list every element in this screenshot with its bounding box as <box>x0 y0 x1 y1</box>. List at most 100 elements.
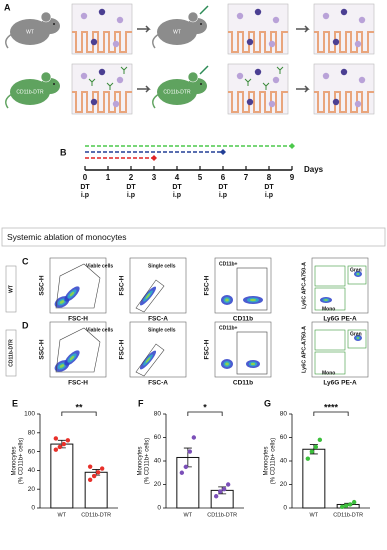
gate-label: Viable cells <box>86 327 113 333</box>
timeline-tick-label: 8 <box>267 173 272 182</box>
flow-xlabel: CD11b <box>233 380 253 387</box>
flow-density <box>250 362 256 366</box>
cell <box>254 68 262 76</box>
mouse-label: CD11b-DTR <box>16 89 44 95</box>
dt-label: DT <box>80 184 90 191</box>
panel-letter: F <box>138 398 144 408</box>
cell <box>112 100 120 108</box>
antibody <box>120 66 128 74</box>
cell <box>116 76 124 84</box>
mouse-tail <box>5 93 13 109</box>
data-point <box>191 435 197 440</box>
cell <box>90 38 98 46</box>
cell <box>80 12 88 20</box>
dt-label: i.p <box>265 192 273 199</box>
data-point <box>213 494 219 499</box>
mouse-ear <box>40 71 52 83</box>
y-tick-label: 80 <box>154 411 162 418</box>
mouse-tail <box>5 33 13 49</box>
gate <box>55 327 101 373</box>
data-point <box>217 489 223 494</box>
flow-xlabel: FSC-A <box>148 316 168 323</box>
flow-density <box>225 362 229 366</box>
timeline-tick-label: 2 <box>129 173 134 182</box>
flow-density <box>225 298 229 302</box>
panel-letter: B <box>60 147 67 157</box>
y-axis-label: Monocytes <box>264 446 270 475</box>
cell <box>322 72 330 80</box>
timeline-tick-label: 7 <box>244 173 249 182</box>
timeline-tick-label: 6 <box>221 173 226 182</box>
cell <box>354 100 362 108</box>
flow-density <box>69 291 75 297</box>
y-tick-label: 80 <box>280 411 288 418</box>
mouse-body <box>10 19 50 45</box>
significance-label: ** <box>75 402 83 412</box>
y-tick-label: 60 <box>28 448 36 455</box>
timeline-tick-label: 4 <box>175 173 180 182</box>
gate-label: CD11b+ <box>219 325 238 331</box>
data-point <box>347 502 353 507</box>
cell <box>272 16 280 24</box>
mouse-body <box>157 79 197 105</box>
gate <box>55 263 101 309</box>
y-tick-label: 80 <box>28 430 36 437</box>
data-point <box>187 449 193 454</box>
data-point <box>343 503 349 508</box>
gate-label: Single cells <box>148 263 176 269</box>
flow-density <box>250 298 256 302</box>
flow-xlabel: FSC-H <box>68 316 88 323</box>
y-tick-label: 20 <box>28 486 36 493</box>
villi <box>314 31 374 53</box>
cell <box>340 8 348 16</box>
mouse-ear <box>187 11 199 23</box>
timeline-tick-label: 0 <box>83 173 88 182</box>
cell <box>358 16 366 24</box>
error-bar <box>218 486 227 495</box>
data-point <box>179 470 185 475</box>
significance-label: **** <box>324 402 339 412</box>
flow-ylabel: FSC-H <box>204 339 211 359</box>
cell <box>322 12 330 20</box>
cell <box>332 98 340 106</box>
flow-plot <box>311 321 369 378</box>
section-title: Systemic ablation of monocytes <box>7 232 127 242</box>
flow-ylabel: FSC-H <box>204 275 211 295</box>
flow-xlabel: Ly6G PE-A <box>323 380 357 387</box>
panel-letter: C <box>22 256 29 266</box>
data-point <box>339 504 345 510</box>
villi <box>72 91 132 113</box>
arrow <box>296 25 310 33</box>
data-point <box>53 447 59 452</box>
cell <box>98 68 106 76</box>
cell <box>254 8 262 16</box>
gate <box>314 329 346 351</box>
flow-ylabel: FSC-H <box>119 275 126 295</box>
data-point <box>53 436 59 441</box>
timeline-tick-label: 9 <box>290 173 295 182</box>
data-point <box>313 444 319 450</box>
y-axis-label: Monocytes <box>12 446 18 475</box>
mouse-body <box>10 79 50 105</box>
mouse-label: WT <box>173 29 181 35</box>
panel-letter: D <box>22 320 29 330</box>
y-tick-label: 0 <box>31 505 35 512</box>
cell <box>236 72 244 80</box>
dt-label: i.p <box>219 192 227 199</box>
timeline-tick-label: 5 <box>198 173 203 182</box>
row-label-box <box>5 265 17 313</box>
mouse-eye <box>200 83 202 85</box>
gate-label: Mono <box>322 306 335 312</box>
x-tick-label: WT <box>184 512 193 518</box>
mouse-ear <box>187 71 199 83</box>
data-point <box>95 470 101 475</box>
villi <box>314 91 374 113</box>
bar <box>84 471 108 509</box>
x-tick-label: CD11b-DTR <box>81 512 111 518</box>
mouse-eye <box>200 23 202 25</box>
cell <box>268 100 276 108</box>
significance-bracket <box>187 411 223 416</box>
antibody <box>88 78 96 86</box>
flow-ylabel: SSC-H <box>39 275 46 296</box>
row-label-box <box>5 329 17 377</box>
